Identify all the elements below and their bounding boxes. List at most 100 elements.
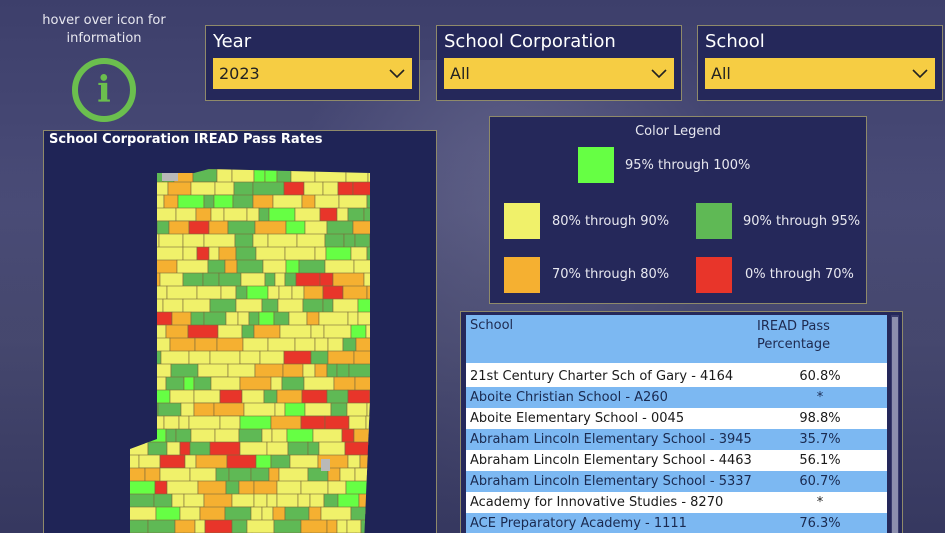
school-corporation-region[interactable]	[213, 194, 234, 209]
school-corporation-region[interactable]	[252, 194, 274, 210]
school-corporation-region[interactable]	[369, 389, 386, 411]
school-corporation-region[interactable]	[128, 259, 156, 281]
school-corporation-region[interactable]	[289, 454, 319, 469]
school-corporation-region[interactable]	[372, 221, 383, 237]
school-corporation-region[interactable]	[128, 181, 140, 205]
school-corporation-region[interactable]	[194, 519, 206, 533]
table-scrollbar[interactable]	[891, 315, 899, 533]
school-corporation-region[interactable]	[373, 338, 386, 351]
school-corporation-region[interactable]	[128, 389, 141, 411]
table-row[interactable]: 21st Century Charter Sch of Gary - 4164 6…	[466, 366, 887, 387]
school-corporation-region[interactable]	[214, 181, 235, 196]
school-corporation-region[interactable]	[128, 337, 145, 360]
school-corporation-region[interactable]	[128, 272, 144, 287]
school-corporation-region[interactable]	[326, 519, 338, 533]
school-corporation-region[interactable]	[153, 246, 184, 262]
school-corporation-region[interactable]	[182, 272, 204, 288]
school-corporation-region[interactable]	[296, 233, 326, 249]
school-corporation-region[interactable]	[304, 402, 332, 417]
school-corporation-region[interactable]	[128, 207, 157, 230]
school-corporation-region[interactable]	[273, 519, 302, 533]
school-corporation-region[interactable]	[128, 233, 160, 254]
school-corporation-region[interactable]	[243, 402, 276, 418]
school-corporation-region[interactable]	[369, 233, 387, 248]
school-corporation-region[interactable]	[303, 376, 335, 392]
school-corporation-region[interactable]	[307, 441, 320, 456]
school-corporation-region[interactable]	[319, 272, 334, 287]
school-corporation-region[interactable]	[261, 298, 279, 313]
school-corporation-region[interactable]	[190, 181, 216, 197]
school-corporation-region[interactable]	[139, 350, 162, 365]
school-corporation-region[interactable]	[366, 246, 380, 270]
school-corporation-region[interactable]	[128, 402, 141, 424]
school-corporation-region[interactable]	[366, 194, 378, 209]
school-corporation-region[interactable]	[128, 519, 149, 533]
school-corporation-region[interactable]	[239, 376, 272, 391]
school-corporation-region[interactable]	[347, 207, 365, 222]
school-corporation-region[interactable]	[223, 207, 248, 222]
school-corporation-region[interactable]	[345, 480, 375, 496]
school-corporation-region[interactable]	[366, 402, 393, 421]
school-corporation-region[interactable]	[365, 324, 396, 339]
school-corporation-region[interactable]	[128, 376, 155, 394]
school-corporation-region[interactable]	[239, 350, 261, 365]
table-scrollbar-thumb[interactable]	[892, 317, 898, 533]
school-corporation-region[interactable]	[138, 454, 161, 469]
indiana-choropleth-map[interactable]	[44, 149, 436, 533]
school-corporation-region[interactable]	[128, 298, 144, 319]
school-corporation-region[interactable]	[372, 351, 397, 373]
school-corporation-region[interactable]	[347, 389, 370, 405]
no-data-region[interactable]	[321, 459, 330, 471]
school-corporation-region[interactable]	[128, 363, 141, 384]
school-corporation-region[interactable]	[371, 507, 385, 527]
school-corporation-region[interactable]	[192, 169, 218, 183]
school-corporation-region[interactable]	[141, 324, 155, 341]
school-corporation-region[interactable]	[347, 454, 361, 469]
school-corporation-region[interactable]	[175, 207, 197, 222]
school-corporation-region[interactable]	[128, 220, 158, 240]
school-corporation-region[interactable]	[183, 493, 205, 508]
table-row[interactable]: Academy for Innovative Studies - 8270 *	[466, 492, 887, 513]
school-corporation-region[interactable]	[147, 519, 176, 533]
school-corporation-region[interactable]	[128, 285, 145, 306]
school-corporation-region[interactable]	[300, 415, 326, 430]
school-corporation-region[interactable]	[213, 402, 245, 417]
school-corporation-region[interactable]	[128, 169, 149, 188]
school-corporation-region[interactable]	[128, 311, 144, 329]
school-corporation-region[interactable]	[270, 415, 302, 431]
school-corporation-region[interactable]	[338, 194, 368, 210]
school-corporation-region[interactable]	[301, 389, 328, 405]
school-corporation-region[interactable]	[371, 468, 395, 483]
school-corporation-region[interactable]	[300, 519, 328, 533]
school-corporation-region[interactable]	[227, 363, 256, 379]
school-corporation-region[interactable]	[358, 493, 381, 515]
no-data-region[interactable]	[162, 171, 178, 181]
school-corporation-region[interactable]	[278, 285, 293, 301]
table-row[interactable]: Aboite Christian School - A260 *	[466, 387, 887, 408]
school-corporation-region[interactable]	[363, 272, 386, 296]
school-dropdown[interactable]: All	[705, 58, 935, 89]
school-corporation-region[interactable]	[327, 337, 344, 353]
school-corporation-region[interactable]	[128, 246, 155, 265]
school-corporation-region[interactable]	[347, 311, 359, 327]
school-corporation-region[interactable]	[154, 259, 178, 275]
year-dropdown[interactable]: 2023	[213, 58, 412, 89]
school-corporation-region[interactable]	[359, 454, 386, 476]
school-corporation-region[interactable]	[153, 376, 167, 392]
school-corporation-region[interactable]	[209, 298, 237, 314]
school-corporation-region[interactable]	[246, 519, 275, 533]
school-corporation-region[interactable]	[336, 519, 348, 533]
school-corporation-region[interactable]	[363, 207, 383, 225]
school-corporation-region[interactable]	[220, 285, 237, 301]
school-corporation-region[interactable]	[367, 169, 395, 186]
table-row[interactable]: ACE Preparatory Academy - 1111 76.3%	[466, 513, 887, 533]
info-icon[interactable]: i	[72, 58, 136, 122]
school-corporation-region[interactable]	[231, 519, 248, 533]
school-corporation-region[interactable]	[365, 415, 378, 438]
school-corporation-region[interactable]	[343, 233, 356, 249]
table-row[interactable]: Aboite Elementary School - 0045 98.8%	[466, 408, 887, 429]
school-corporation-region[interactable]	[308, 506, 322, 522]
school-corporation-region[interactable]	[319, 207, 338, 222]
school-corporation-region[interactable]	[128, 415, 150, 436]
school-corporation-region[interactable]	[193, 389, 221, 404]
